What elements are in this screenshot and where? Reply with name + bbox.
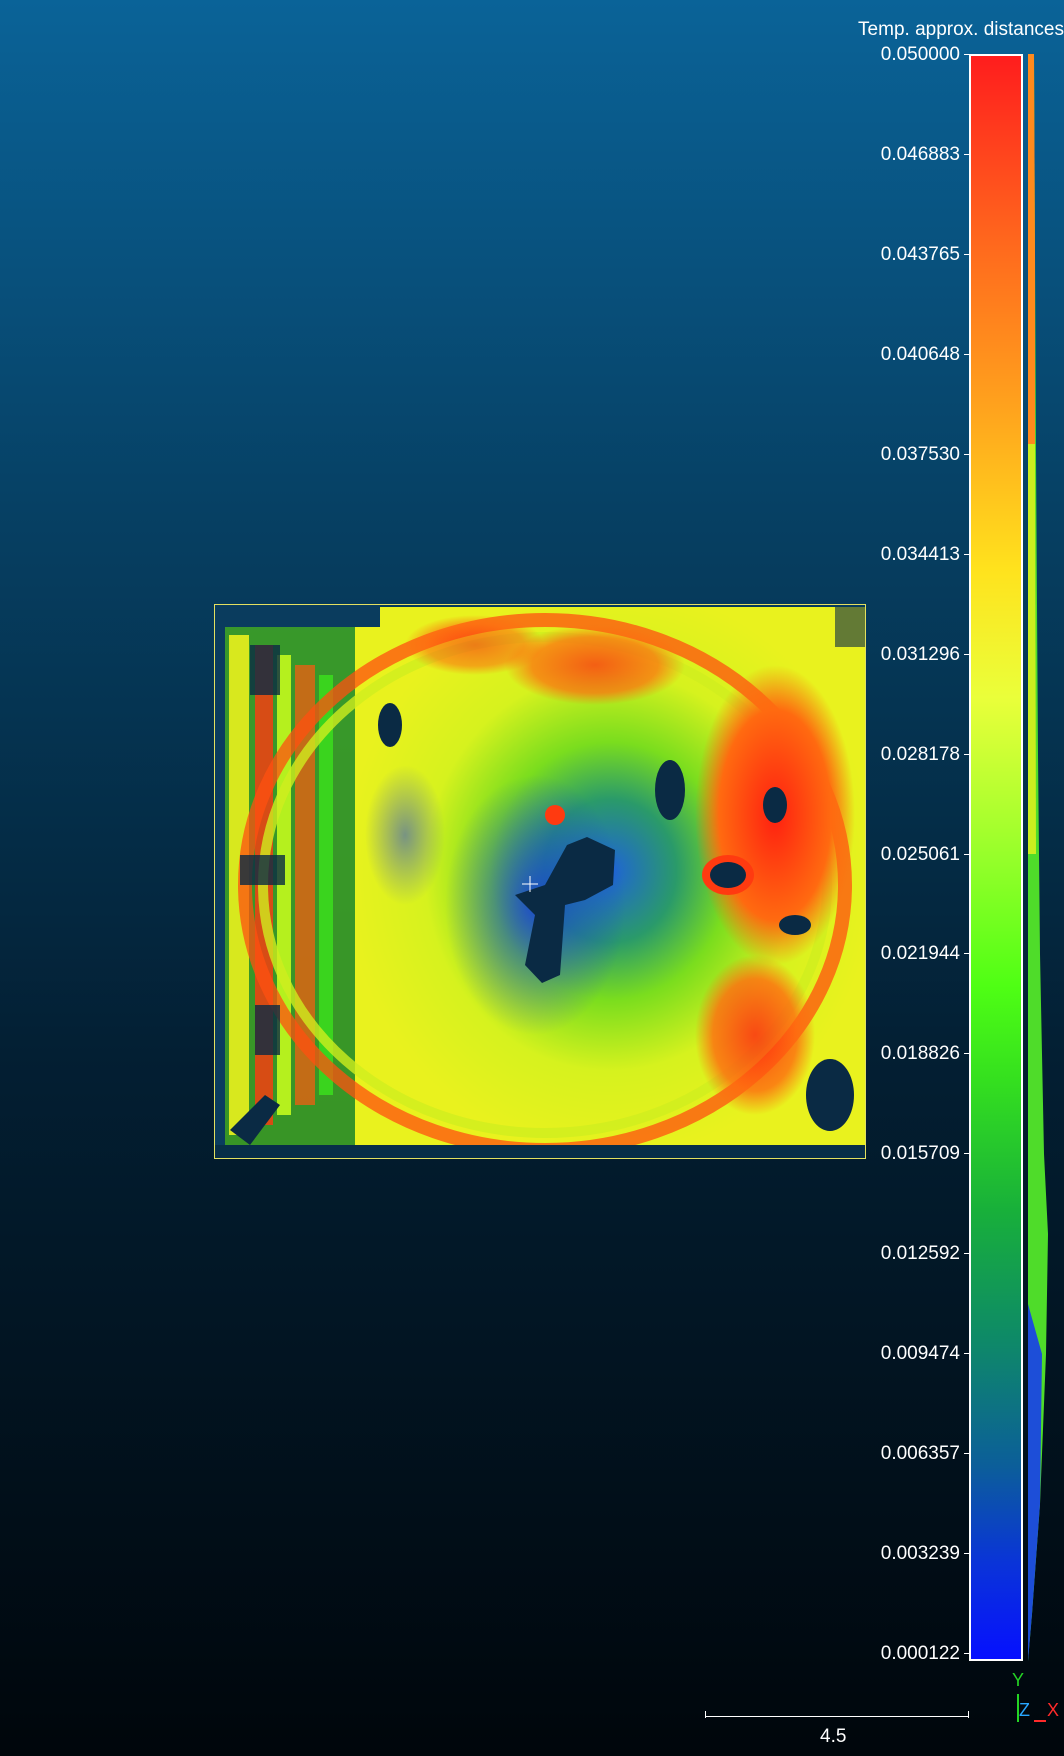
scale-tick-label: 0.046883: [880, 143, 960, 165]
scale-tick-mark: [964, 1653, 969, 1654]
axis-x-line: [1034, 1720, 1046, 1722]
scale-bar-right-cap: [968, 1711, 969, 1718]
axis-y-label: Y: [1012, 1670, 1025, 1690]
scale-tick-label: 0.009474: [880, 1343, 960, 1365]
scale-tick-mark: [964, 1153, 969, 1155]
axis-z-label: Z: [1019, 1700, 1030, 1720]
scale-tick-mark: [964, 253, 969, 255]
scale-tick-mark: [964, 753, 969, 755]
crosshair-icon: [522, 876, 538, 892]
scale-tick-mark: [964, 1553, 969, 1555]
scale-tick-label: 0.040648: [880, 343, 960, 365]
point-cloud-render: [215, 605, 865, 1158]
scale-tick-mark: [964, 1053, 969, 1055]
point-cloud-bounding-box[interactable]: [214, 604, 866, 1159]
scale-tick-label: 0.025061: [880, 843, 960, 865]
scale-tick-label: 0.043765: [880, 243, 960, 265]
scale-tick-mark: [964, 553, 969, 555]
scale-tick-label: 0.021944: [880, 943, 960, 965]
scale-tick-label: 0.006357: [880, 1443, 960, 1465]
axis-x-label: X: [1047, 1700, 1060, 1720]
color-scale-bar: [969, 54, 1023, 1661]
scale-tick-mark: [964, 54, 969, 55]
scale-bar-left-cap: [705, 1711, 706, 1718]
scale-tick-label: 0.015709: [880, 1143, 960, 1165]
scale-tick-mark: [964, 353, 969, 355]
scale-tick-label: 0.037530: [880, 443, 960, 465]
scale-tick-mark: [964, 853, 969, 855]
scale-tick-mark: [964, 653, 969, 655]
scale-tick-mark: [964, 153, 969, 155]
scale-tick-label: 0.050000: [880, 44, 960, 65]
scale-tick-label: 0.018826: [880, 1043, 960, 1065]
scale-tick-label: 0.034413: [880, 543, 960, 565]
scale-tick-mark: [964, 453, 969, 455]
scale-tick-label: 0.031296: [880, 643, 960, 665]
scale-bar-line: [705, 1716, 969, 1717]
color-scale-histogram: [1028, 54, 1048, 1661]
scale-bar-label: 4.5: [820, 1726, 847, 1747]
axis-y-line: [1017, 1694, 1019, 1722]
scale-tick-label: 0.003239: [880, 1543, 960, 1565]
scale-tick-mark: [964, 953, 969, 955]
scale-tick-label: 0.012592: [880, 1243, 960, 1265]
scalar-field-title: Temp. approx. distances: [858, 19, 1064, 40]
scale-tick-label: 0.028178: [880, 743, 960, 765]
scale-tick-mark: [964, 1353, 969, 1355]
scale-tick-mark: [964, 1253, 969, 1255]
scale-tick-mark: [964, 1453, 969, 1455]
scale-tick-label: 0.000122: [880, 1643, 960, 1664]
